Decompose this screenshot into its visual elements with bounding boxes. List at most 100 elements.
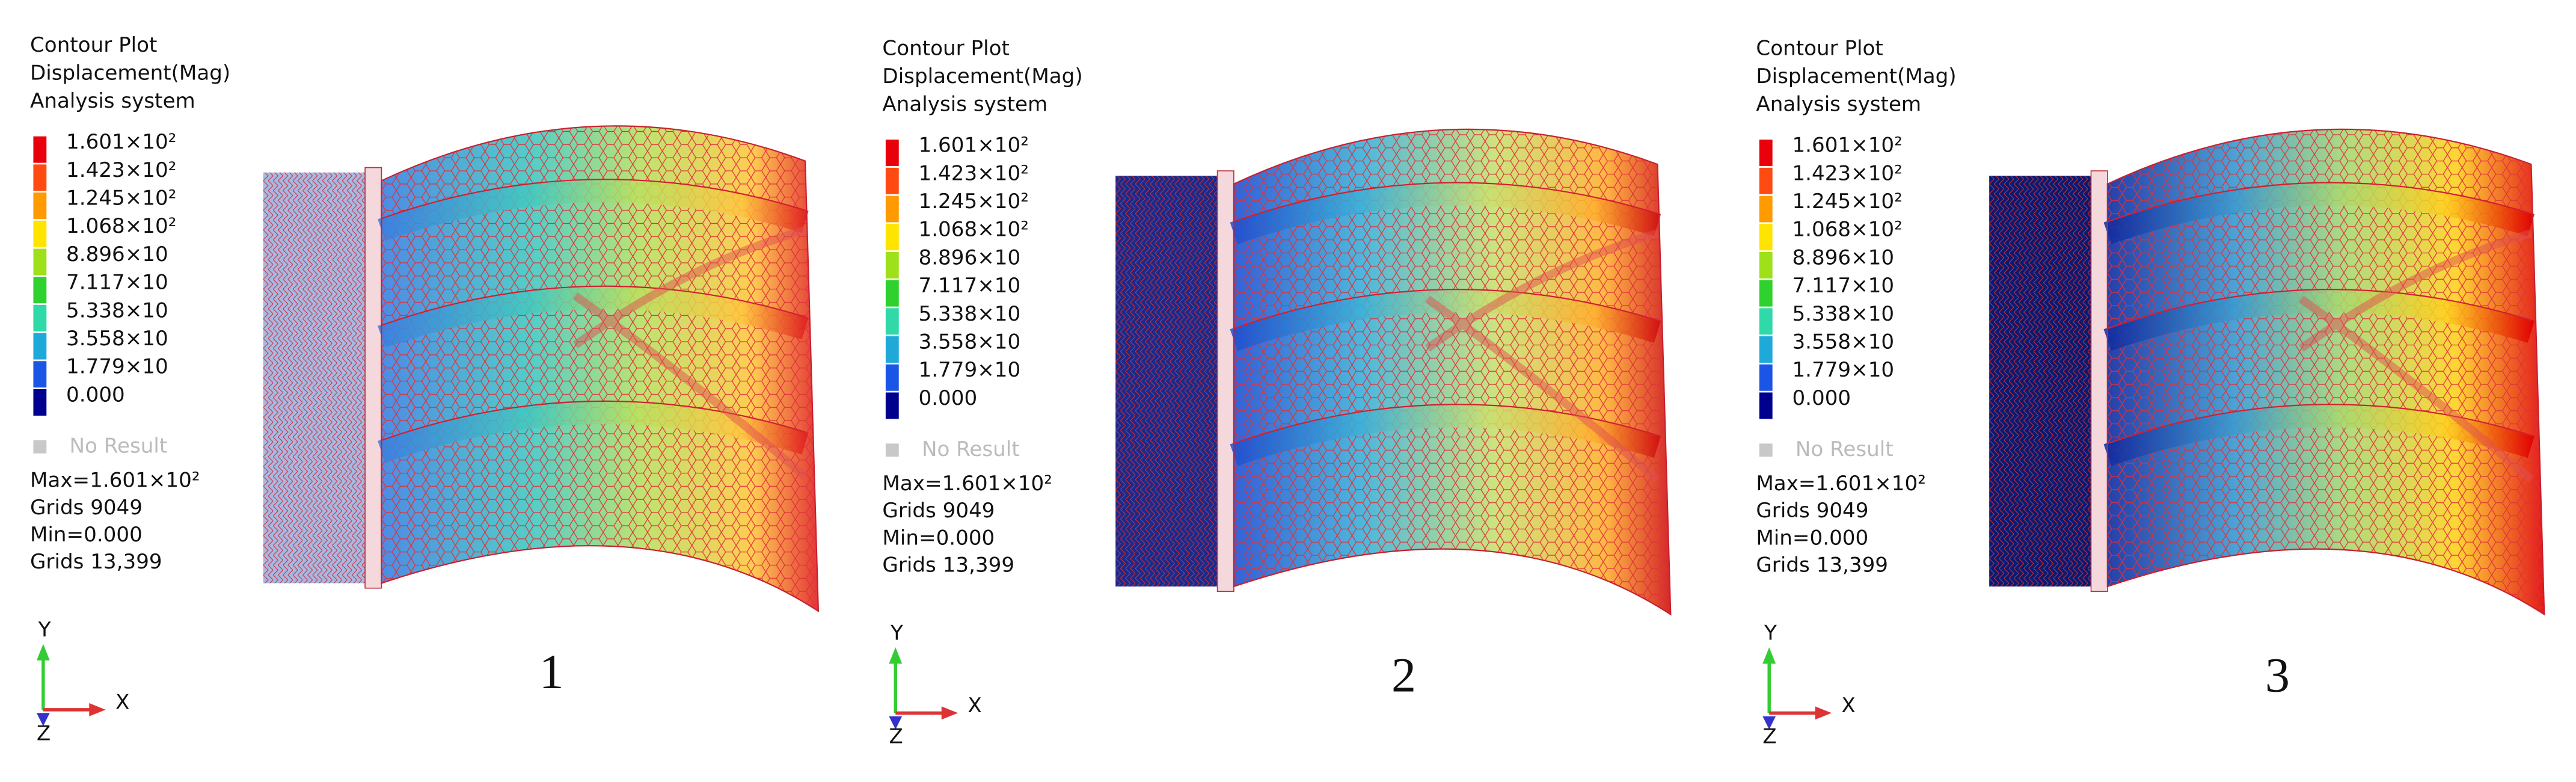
mesh-model (1989, 128, 2545, 616)
legend-label: 1.245×10² (919, 189, 1029, 214)
axis-x-head (89, 703, 106, 716)
legend-label: 1.779×10 (66, 355, 168, 379)
legend-label: 1.601×10² (66, 130, 176, 154)
axis-z-label: Z (889, 725, 903, 749)
legend-swatch (885, 251, 899, 279)
legend-title: Analysis system (882, 92, 1047, 116)
stat: Grids 13,399 (882, 553, 1014, 577)
axis-y-head (36, 644, 50, 660)
legend-label: 0.000 (66, 383, 125, 407)
legend-label: 8.896×10 (1792, 245, 1894, 269)
legend-swatch (33, 136, 47, 163)
legend-swatch (1759, 308, 1773, 335)
legend-title: Displacement(Mag) (1756, 64, 1956, 88)
legend-label: 7.117×10 (1792, 274, 1894, 298)
legend-label: 5.338×10 (919, 302, 1021, 326)
legend-swatch (1759, 336, 1773, 363)
legend-label: 1.068×10² (919, 218, 1029, 242)
stiffener-edge (381, 285, 806, 326)
no-result-swatch (885, 443, 899, 457)
legend-label: 3.558×10 (1792, 330, 1894, 354)
no-result-swatch (33, 440, 47, 454)
axis-z-head (889, 716, 903, 730)
legend-label: 1.245×10² (66, 186, 176, 211)
stat: Max=1.601×10² (882, 472, 1052, 496)
flange-edge (2090, 170, 2108, 593)
mesh-model (263, 125, 820, 613)
stiffener (2103, 289, 2535, 351)
stat: Max=1.601×10² (1756, 472, 1926, 496)
legend-swatch (1759, 392, 1773, 419)
axis-z-head (36, 713, 50, 727)
mesh-model (1115, 128, 1672, 616)
legend-label: 1.601×10² (919, 134, 1029, 158)
stiffener-edge (1233, 289, 1658, 330)
flange-mesh (263, 172, 366, 583)
stiffener-edge (2107, 182, 2532, 223)
stat: Grids 9049 (30, 496, 143, 520)
legend-label: 1.601×10² (1792, 134, 1902, 158)
stiffener-edge (1233, 182, 1658, 223)
legend-label: 5.338×10 (66, 298, 168, 322)
axis-y-head (1762, 647, 1776, 664)
shell-outline (2106, 128, 2545, 616)
legend-label: 0.000 (919, 386, 978, 410)
axis-x-label: X (1841, 694, 1855, 718)
diagonal (1425, 229, 1660, 483)
axis-z-label: Z (1762, 725, 1776, 749)
stat: Grids 9049 (1756, 499, 1868, 523)
stiffener (1230, 289, 1661, 351)
no-result: No Result (922, 437, 1020, 461)
panel-number: 3 (2265, 647, 2290, 702)
stat: Grids 13,399 (30, 550, 162, 574)
legend-swatch (33, 277, 47, 304)
legend-label: 1.068×10² (1792, 218, 1902, 242)
stat: Min=0.000 (30, 523, 143, 547)
stiffener (2103, 182, 2535, 244)
legend-swatch (33, 192, 47, 220)
stat: Min=0.000 (882, 526, 995, 550)
legend-title: Analysis system (30, 89, 195, 113)
legend-swatch (1759, 364, 1773, 391)
stiffener-edge (1233, 404, 1658, 445)
shell-outline (1233, 128, 1672, 616)
stat: Grids 9049 (882, 499, 995, 523)
shell-mesh (1233, 129, 1671, 615)
legend-swatch (1759, 196, 1773, 223)
legend-title: Contour Plot (882, 36, 1009, 60)
legend-label: 8.896×10 (919, 245, 1021, 269)
legend-swatch (33, 164, 47, 191)
legend-title: Analysis system (1756, 92, 1921, 116)
legend-label: 3.558×10 (919, 330, 1021, 354)
diagonal (572, 226, 808, 480)
panel: Contour Plot Displacement(Mag) Analysis sy… (1756, 36, 2545, 749)
stiffener-edge (381, 400, 806, 441)
panel: Contour Plot Displacement(Mag) Analysis sy… (882, 36, 1672, 749)
legend-label: 1.779×10 (1792, 358, 1894, 382)
legend-swatch (885, 392, 899, 419)
shell-outline (381, 125, 820, 613)
axis-x-head (941, 706, 958, 720)
panel-number: 1 (539, 644, 564, 699)
panel: Contour Plot Displacement(Mag) Analysis sy… (30, 33, 820, 745)
legend-swatch (33, 220, 47, 247)
stiffener (378, 179, 809, 241)
stat: Min=0.000 (1756, 526, 1868, 550)
stiffener-edge (381, 179, 806, 220)
legend-swatch (1759, 167, 1773, 194)
axis-y-label: Y (1764, 621, 1777, 645)
stiffener (1230, 182, 1661, 244)
shell-mesh (381, 126, 818, 611)
legend-label: 1.245×10² (1792, 189, 1902, 214)
stiffener (378, 286, 809, 348)
legend-swatch (33, 361, 47, 388)
legend-swatch (885, 224, 899, 251)
legend-label: 1.423×10² (1792, 161, 1902, 185)
legend-label: 7.117×10 (66, 271, 168, 295)
stiffener-edge (2107, 404, 2532, 445)
legend-swatch (885, 167, 899, 194)
legend-label: 0.000 (1792, 386, 1851, 410)
legend-swatch (1759, 224, 1773, 251)
shell-mesh (2107, 129, 2545, 615)
